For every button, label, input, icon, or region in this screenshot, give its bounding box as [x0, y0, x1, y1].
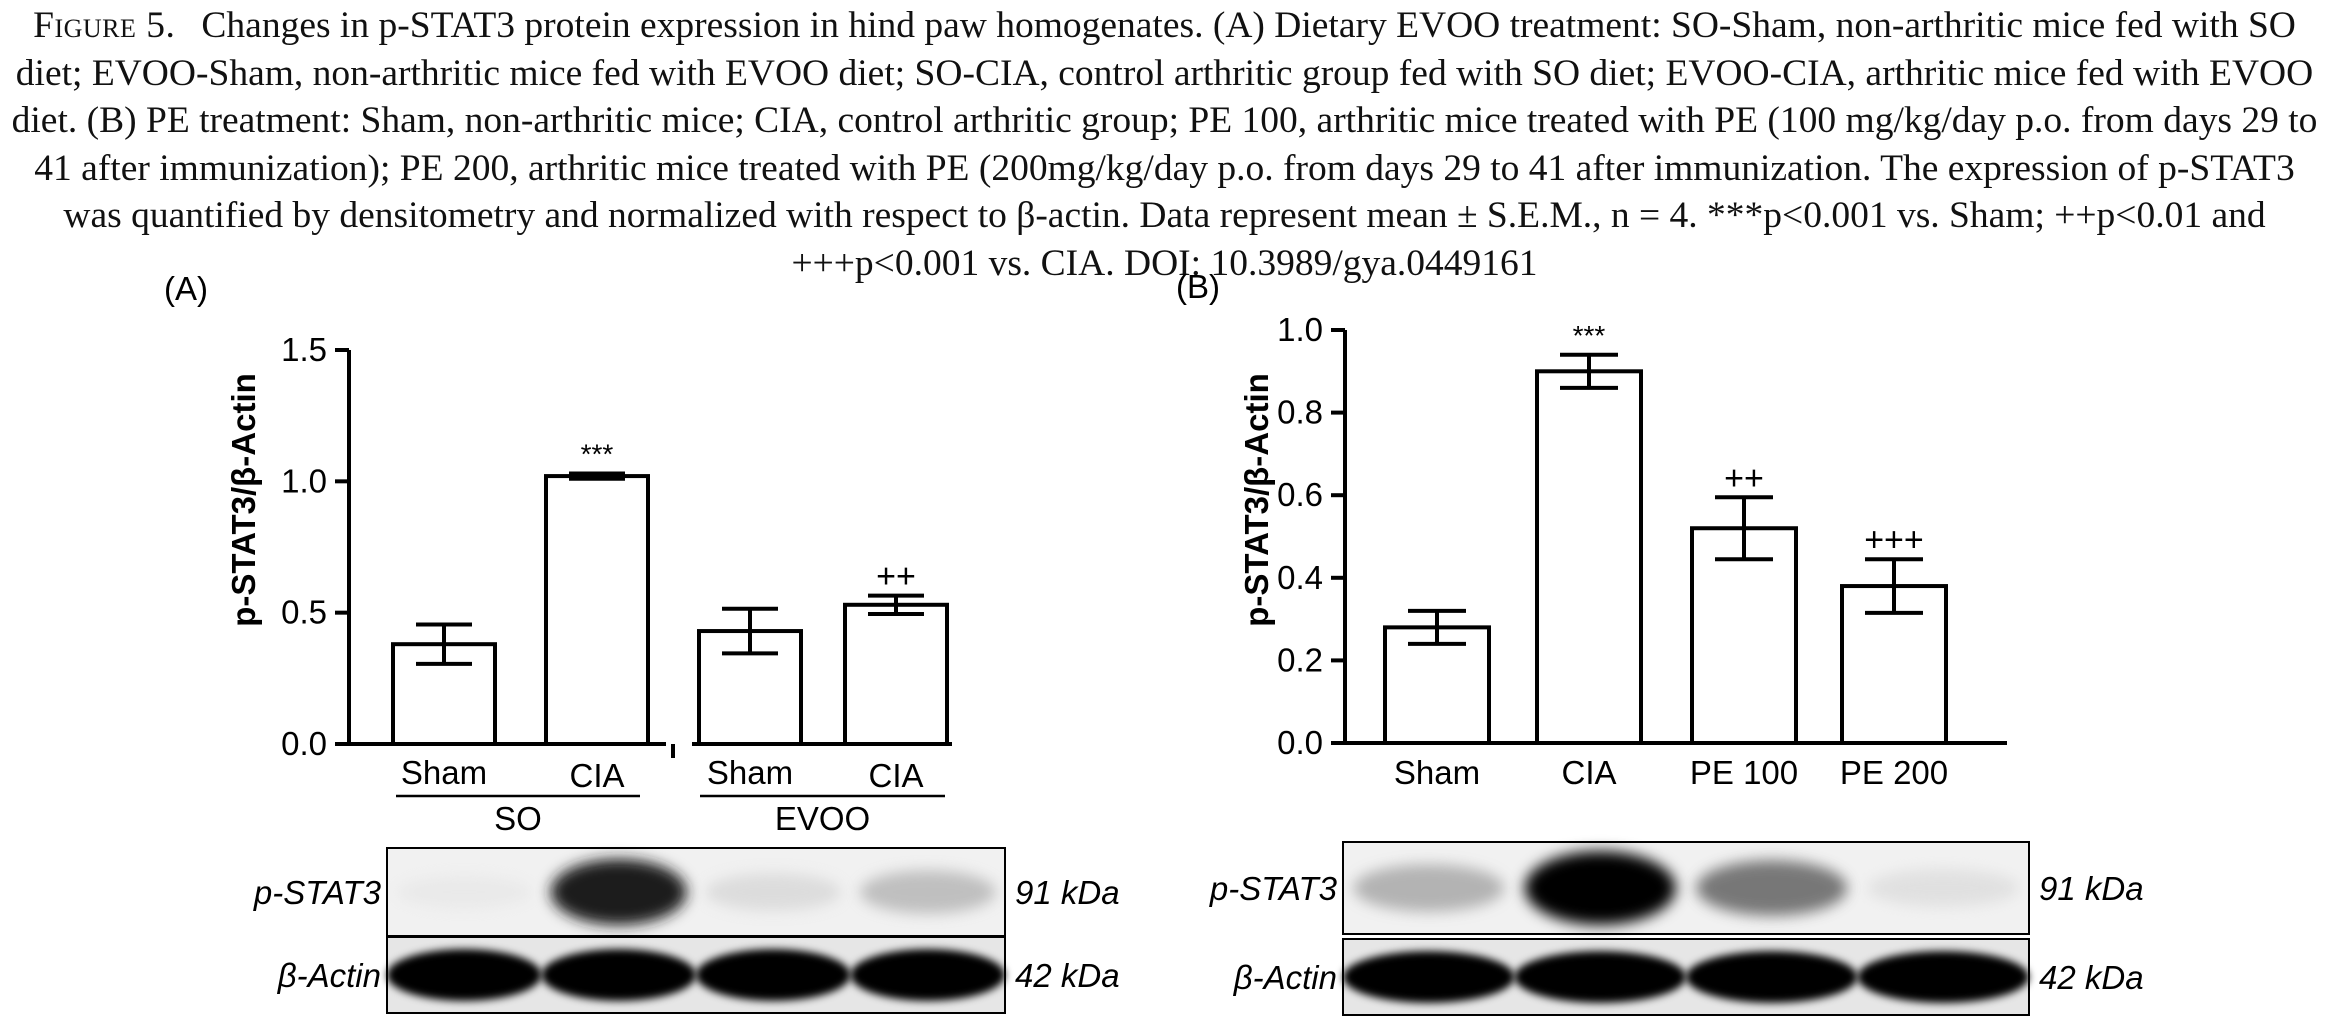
- figure-caption: Figure 5. Changes in p-STAT3 protein expr…: [4, 2, 2325, 288]
- blot-band: [859, 870, 996, 914]
- blot-protein-label: p-STAT3: [1209, 870, 1338, 907]
- blot-size-label: 91 kDa: [2039, 870, 2144, 907]
- blot-band: [696, 949, 851, 1001]
- x-category-label: CIA: [868, 757, 923, 794]
- caption-text: Changes in p-STAT3 protein expression in…: [11, 5, 2318, 284]
- blot-size-label: 91 kDa: [1015, 874, 1120, 911]
- blot-protein-label: β-Actin: [1233, 959, 1337, 996]
- panel-b-y-axis-label: p-STAT3/β-Actin: [1238, 373, 1275, 627]
- blot-protein-label: p-STAT3: [253, 874, 382, 911]
- y-tick-label: 0.2: [1277, 641, 1323, 678]
- significance-annotation: +++: [1864, 521, 1924, 559]
- blot-band: [705, 873, 842, 911]
- bar: [544, 474, 650, 746]
- y-tick-label: 0.8: [1277, 394, 1323, 431]
- bar: [1535, 369, 1643, 745]
- y-tick-label: 0.6: [1277, 476, 1323, 513]
- x-category-label: Sham: [401, 754, 487, 791]
- group-label: EVOO: [775, 800, 870, 837]
- blot-band: [396, 875, 533, 909]
- figure-label: Figure 5.: [33, 5, 176, 46]
- blot-band: [1343, 951, 1515, 1003]
- y-tick-label: 1.0: [281, 462, 327, 499]
- blot-band: [1867, 869, 2019, 907]
- y-tick-label: 1.0: [1277, 311, 1323, 348]
- panel-a-y-axis-label: p-STAT3/β-Actin: [225, 373, 262, 627]
- bar: [843, 602, 949, 747]
- panel-b-blots: p-STAT3 91 kDa β-Actin 42 kDa: [1209, 841, 2144, 1016]
- blot-band: [1353, 864, 1505, 912]
- x-category-label: Sham: [1394, 754, 1480, 791]
- y-tick-label: 1.5: [281, 331, 327, 368]
- y-tick-label: 0.4: [1277, 559, 1323, 596]
- panel-a-label: (A): [164, 270, 208, 307]
- blot-size-label: 42 kDa: [1015, 957, 1120, 994]
- blot-band: [387, 949, 542, 1001]
- y-tick-label: 0.0: [1277, 724, 1323, 761]
- blot-size-label: 42 kDa: [2039, 959, 2144, 996]
- blot-band: [1857, 951, 2029, 1003]
- significance-annotation: ***: [1573, 320, 1606, 351]
- significance-annotation: ***: [581, 438, 614, 469]
- blot-protein-label: β-Actin: [277, 957, 381, 994]
- y-tick-label: 0.0: [281, 725, 327, 762]
- blot-band: [1686, 951, 1858, 1003]
- significance-annotation: ++: [1724, 459, 1764, 497]
- x-category-label: Sham: [707, 754, 793, 791]
- bar: [1383, 625, 1491, 745]
- blot-band: [1514, 951, 1686, 1003]
- blot-band: [1696, 860, 1848, 916]
- bar: [1690, 526, 1798, 745]
- y-tick-label: 0.5: [281, 594, 327, 631]
- group-label: SO: [494, 800, 542, 837]
- panel-b-plot: 0.0 0.2 0.4 0.6 0.8 1.0 Sham *** CIA ++ PE 100 +++ P…: [1277, 311, 2007, 791]
- blot-band: [541, 949, 696, 1001]
- blot-band: [550, 859, 687, 925]
- x-category-label: PE 100: [1690, 754, 1798, 791]
- x-category-label: CIA: [569, 757, 624, 794]
- panel-a-plot: 0.0 0.5 1.0 1.5 Sham *** CIA Sham ++ CIA SO EVOO: [281, 331, 952, 837]
- panel-a-blots: p-STAT3 91 kDa β-Actin 42 kDa: [253, 847, 1120, 1014]
- panel-b: (B) p-STAT3/β-Actin 0.0 0.2 0.4 0.6 0.8 1.0 Sh…: [1176, 268, 2144, 1016]
- x-category-label: CIA: [1561, 754, 1616, 791]
- blot-band: [850, 949, 1005, 1001]
- x-category-label: PE 200: [1840, 754, 1948, 791]
- significance-annotation: ++: [876, 558, 916, 596]
- blot-band: [1524, 851, 1676, 925]
- panel-a: (A) p-STAT3/β-Actin 0.0 0.5 1.0 1.5 Sham *** C…: [164, 270, 1120, 1014]
- panel-b-label: (B): [1176, 268, 1220, 305]
